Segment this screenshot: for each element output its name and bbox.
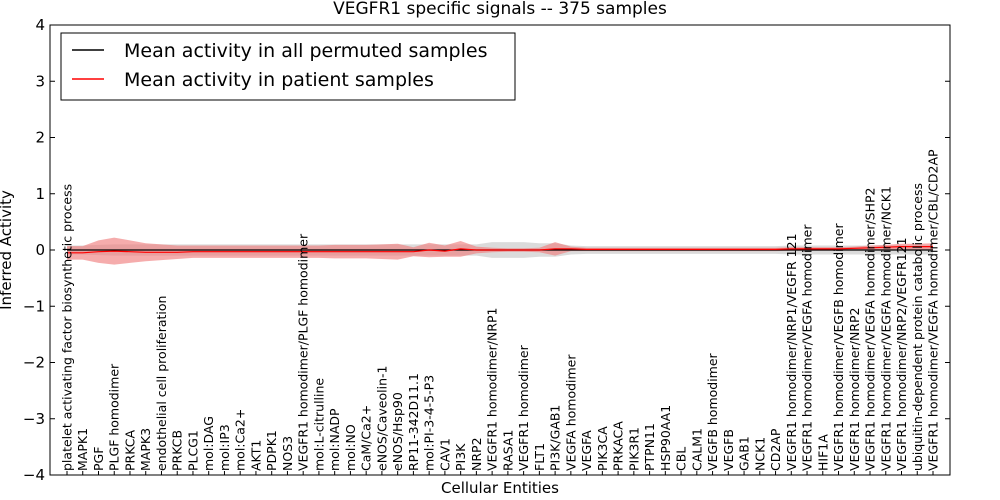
y-tick-label: 1: [35, 185, 45, 203]
y-tick-label: −2: [23, 354, 45, 372]
chart-title: VEGFR1 specific signals -- 375 samples: [333, 0, 667, 19]
x-tick-label: VEGFR1 homodimer/VEGFA homodimer/NCK1: [878, 186, 893, 471]
x-tick-label: HSP90AA1: [658, 405, 673, 471]
x-tick-label: VEGFR1 homodimer: [516, 344, 531, 471]
band-series-1: [67, 237, 933, 265]
y-tick-label: −1: [23, 297, 45, 315]
x-tick-label: VEGFR1 homodimer/NRP2/VEGFR121: [894, 237, 909, 471]
x-tick-label: mol:NADP: [327, 408, 342, 471]
x-tick-label: eNOS/Caveolin-1: [374, 366, 389, 471]
x-tick-label: VEGFR1 homodimer/NRP1: [485, 308, 500, 471]
x-tick-label: PI3K: [453, 443, 468, 471]
x-tick-label: NOS3: [280, 436, 295, 471]
x-tick-label: VEGFR1 homodimer/NRP2: [847, 308, 862, 471]
x-tick-label: mol:PI-3-4-5-P3: [422, 375, 437, 471]
x-tick-label: PI3K/GAB1: [548, 405, 563, 471]
x-tick-label: PGF: [91, 447, 106, 471]
x-tick-label: PLGF homodimer: [107, 363, 122, 471]
x-tick-label: PDPK1: [264, 430, 279, 471]
x-tick-label: MAPK1: [75, 428, 90, 471]
x-axis: [66, 471, 934, 475]
legend-box: [60, 32, 516, 101]
x-tick-label: PIK3CA: [595, 426, 610, 471]
x-tick-label: VEGFB: [721, 429, 736, 471]
x-tick-label: PRKCA: [123, 430, 138, 471]
y-tick-label: −4: [23, 466, 45, 484]
x-tick-label: VEGFR1 homodimer/PLGF homodimer: [296, 233, 311, 471]
y-tick-label: 4: [35, 16, 45, 34]
x-tick-label: PRKACA: [611, 421, 626, 471]
x-tick-label: NRP2: [469, 437, 484, 471]
x-tick-label: CALM1: [689, 428, 704, 471]
x-tick-label: ubiquitin-dependent protein catabolic pr…: [910, 183, 925, 471]
x-tick-label: NCK1: [752, 437, 767, 471]
x-tick-label: HIF1A: [815, 434, 830, 471]
x-tick-label: RP11-342D11.1: [406, 373, 421, 471]
x-tick-label: RASA1: [500, 430, 515, 471]
x-tick-label: mol:Ca2+: [233, 409, 248, 471]
x-tick-label: VEGFR1 homodimer/VEGFB homodimer: [831, 223, 846, 471]
x-tick-label: CAV1: [437, 438, 452, 471]
x-tick-label: PIK3R1: [626, 427, 641, 471]
x-tick-label: mol:NO: [343, 424, 358, 471]
x-tick-label: FLT1: [532, 443, 547, 471]
x-tick-label: MAPK3: [138, 428, 153, 471]
x-tick-label: mol:L-citrulline: [311, 378, 326, 471]
line-layer: [67, 246, 933, 254]
y-tick-label: 3: [35, 72, 45, 90]
x-tick-label: AKT1: [248, 440, 263, 471]
line-series-1: [67, 246, 933, 254]
x-tick-label: PLCG1: [186, 430, 201, 471]
x-tick-label: VEGFA: [579, 430, 594, 471]
x-tick-label: CaM/Ca2+: [359, 405, 374, 471]
x-tick-label: CBL: [674, 447, 689, 471]
x-axis-label: Cellular Entities: [441, 479, 559, 497]
x-tick-label: CD2AP: [768, 428, 783, 471]
x-tick-label: GAB1: [737, 436, 752, 471]
legend-label-patient: Mean activity in patient samples: [124, 69, 434, 91]
x-tick-labels: platelet activating factor biosynthetic …: [60, 149, 941, 471]
x-tick-label: VEGFA homodimer: [563, 354, 578, 471]
y-tick-label: −3: [23, 410, 45, 428]
x-tick-label: VEGFR1 homodimer/VEGFA homodimer/SHP2: [863, 187, 878, 471]
y-axis: −4 −3 −2 −1 0 1 2 3 4: [23, 16, 950, 484]
x-tick-label: VEGFR1 homodimer/VEGFA homodimer/CBL/CD2…: [926, 149, 941, 471]
x-tick-label: VEGFR1 homodimer/NRP1/VEGFR 121: [784, 233, 799, 471]
x-tick-label: endothelial cell proliferation: [154, 296, 169, 471]
y-tick-label: 2: [35, 129, 45, 147]
x-tick-label: platelet activating factor biosynthetic …: [60, 184, 75, 471]
legend-label-permuted: Mean activity in all permuted samples: [124, 40, 487, 62]
x-tick-label: mol:DAG: [201, 416, 216, 471]
x-tick-label: VEGFB homodimer: [705, 352, 720, 471]
legend: Mean activity in all permuted samples Me…: [60, 32, 516, 101]
x-tick-label: VEGFR1 homodimer/VEGFA homodimer: [800, 224, 815, 471]
y-tick-label: 0: [35, 241, 45, 259]
x-tick-label: PTPN11: [642, 423, 657, 471]
x-tick-label: mol:IP3: [217, 424, 232, 471]
y-axis-label: Inferred Activity: [0, 190, 15, 310]
x-tick-label: eNOS/Hsp90: [390, 392, 405, 471]
x-tick-label: PRKCB: [170, 430, 185, 471]
